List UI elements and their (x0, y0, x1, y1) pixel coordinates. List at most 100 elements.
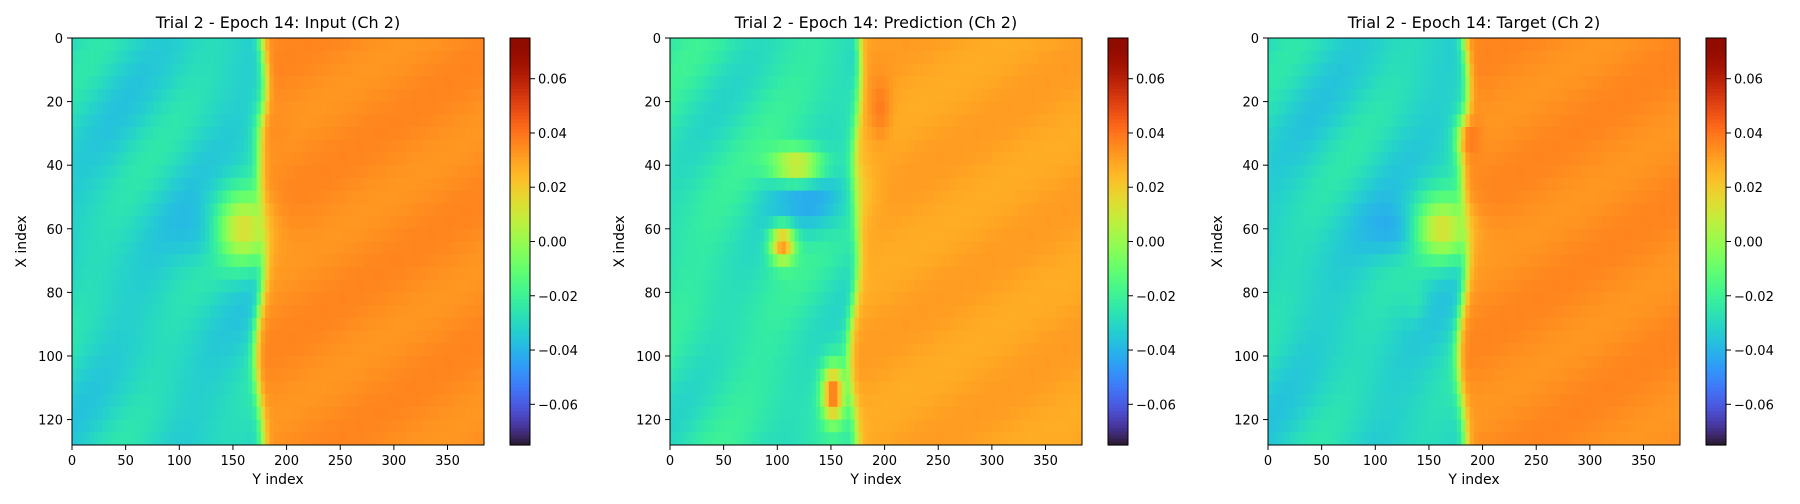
heatmap-cell (347, 216, 352, 229)
heatmap-cell (124, 203, 129, 216)
heatmap-cell (184, 63, 189, 76)
heatmap-cell (304, 369, 309, 382)
heatmap-cell (261, 51, 266, 64)
heatmap-cell (390, 203, 395, 216)
heatmap-cell (196, 331, 201, 344)
heatmap-cell (902, 114, 907, 127)
heatmap-cell (441, 267, 446, 280)
heatmap-cell (433, 267, 438, 280)
heatmap-cell (372, 38, 377, 51)
heatmap-cell (282, 394, 287, 407)
heatmap-cell (338, 216, 343, 229)
heatmap-cell (880, 242, 885, 255)
heatmap-cell (308, 343, 313, 356)
heatmap-cell (154, 140, 159, 153)
heatmap-cell (799, 178, 804, 191)
heatmap-cell (1039, 229, 1044, 242)
heatmap-cell (124, 114, 129, 127)
heatmap-cell (450, 331, 455, 344)
heatmap-cell (166, 203, 171, 216)
heatmap-cell (330, 343, 335, 356)
heatmap-cell (415, 38, 420, 51)
heatmap-cell (166, 216, 171, 229)
heatmap-cell (145, 51, 150, 64)
heatmap-cell (1026, 152, 1031, 165)
heatmap-cell (863, 127, 868, 140)
heatmap-cell (454, 76, 459, 89)
heatmap-cell (777, 165, 782, 178)
heatmap-cell (475, 203, 480, 216)
heatmap-cell (304, 229, 309, 242)
heatmap-cell (128, 38, 133, 51)
heatmap-cell (687, 63, 692, 76)
heatmap-cell (252, 369, 257, 382)
heatmap-cell (949, 191, 954, 204)
heatmap-cell (1018, 51, 1023, 64)
heatmap-cell (1035, 229, 1040, 242)
heatmap-cell (102, 318, 107, 331)
heatmap-cell (158, 331, 163, 344)
heatmap-cell (381, 229, 386, 242)
heatmap-cell (390, 432, 395, 445)
heatmap-cell (364, 114, 369, 127)
heatmap-cell (454, 369, 459, 382)
heatmap-cell (119, 229, 124, 242)
heatmap-cell (128, 76, 133, 89)
heatmap-cell (441, 254, 446, 267)
heatmap-cell (837, 254, 842, 267)
heatmap-cell (992, 89, 997, 102)
heatmap-cell (739, 76, 744, 89)
heatmap-cell (132, 394, 137, 407)
heatmap-cell (777, 127, 782, 140)
heatmap-cell (85, 407, 90, 420)
heatmap-cell (312, 407, 317, 420)
heatmap-cell (218, 89, 223, 102)
heatmap-cell (308, 394, 313, 407)
heatmap-cell (773, 114, 778, 127)
heatmap-cell (171, 331, 176, 344)
heatmap-cell (932, 178, 937, 191)
heatmap-cell (351, 432, 356, 445)
heatmap-cell (390, 38, 395, 51)
heatmap-cell (214, 140, 219, 153)
heatmap-cell (992, 242, 997, 255)
heatmap-cell (239, 394, 244, 407)
heatmap-cell (889, 152, 894, 165)
heatmap-cell (291, 331, 296, 344)
heatmap-cell (1043, 38, 1048, 51)
heatmap-cell (171, 305, 176, 318)
heatmap-cell (239, 356, 244, 369)
heatmap-cell (141, 178, 146, 191)
heatmap-cell (235, 76, 240, 89)
heatmap-cell (235, 38, 240, 51)
heatmap-cell (1048, 127, 1053, 140)
heatmap-cell (893, 89, 898, 102)
heatmap-cell (321, 394, 326, 407)
heatmap-cell (209, 165, 214, 178)
heatmap-cell (390, 76, 395, 89)
heatmap-cell (218, 420, 223, 433)
heatmap-cell (72, 318, 77, 331)
heatmap-cell (471, 242, 476, 255)
heatmap-cell (1035, 254, 1040, 267)
heatmap-cell (674, 140, 679, 153)
heatmap-cell (786, 152, 791, 165)
heatmap-cell (726, 51, 731, 64)
heatmap-cell (360, 305, 365, 318)
heatmap-cell (184, 267, 189, 280)
heatmap-cell (799, 229, 804, 242)
heatmap-cell (679, 38, 684, 51)
heatmap-cell (953, 178, 958, 191)
heatmap-cell (829, 242, 834, 255)
heatmap-cell (257, 394, 262, 407)
heatmap-cell (726, 127, 731, 140)
heatmap-cell (106, 127, 111, 140)
heatmap-cell (390, 89, 395, 102)
heatmap-cell (837, 89, 842, 102)
heatmap-cell (162, 343, 167, 356)
heatmap-cell (940, 114, 945, 127)
heatmap-cell (106, 178, 111, 191)
heatmap-cell (979, 127, 984, 140)
heatmap-cell (1035, 76, 1040, 89)
